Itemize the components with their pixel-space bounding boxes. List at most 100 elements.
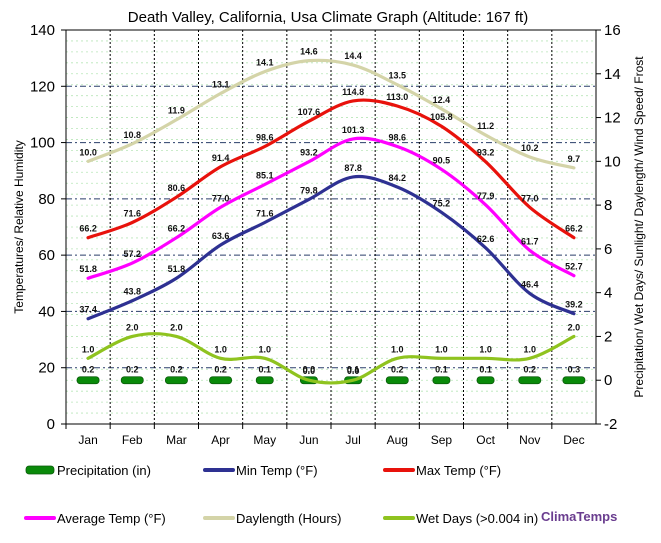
data-label: 84.2 — [388, 173, 406, 183]
legend-label: Max Temp (°F) — [416, 463, 501, 478]
series-lines — [86, 58, 576, 385]
month-label: Oct — [476, 433, 495, 447]
month-label: Dec — [563, 433, 584, 447]
precip-label: 0.2 — [82, 365, 95, 375]
left-tick-label: 60 — [38, 247, 55, 264]
left-axis-label: Temperatures/ Relative Humidity — [12, 140, 26, 313]
data-label: 98.6 — [388, 133, 406, 143]
data-label: 0.0 — [303, 366, 316, 376]
right-tick-label: 6 — [604, 241, 612, 258]
data-label: 77.0 — [212, 193, 230, 203]
left-tick-label: 0 — [47, 416, 55, 433]
month-label: Jun — [299, 433, 318, 447]
x-axis-ticks: Jan Feb Mar Apr May Jun Jul Aug Sep Oct Nov Dec — [65, 424, 585, 447]
legend-label: Average Temp (°F) — [57, 511, 166, 526]
right-tick-label: 8 — [604, 197, 612, 214]
data-label: 93.2 — [300, 148, 318, 158]
data-label: 107.6 — [298, 107, 321, 117]
data-label: 66.2 — [565, 224, 583, 234]
data-label: 39.2 — [565, 300, 583, 310]
precip-bar — [385, 376, 409, 385]
data-label: 1.0 — [523, 344, 536, 354]
data-label: 114.8 — [342, 87, 364, 97]
series-line-max — [86, 98, 576, 240]
series-line-min — [86, 174, 576, 321]
data-label: 11.2 — [477, 121, 494, 131]
right-tick-label: 16 — [604, 22, 621, 39]
data-label: 11.9 — [168, 106, 185, 116]
legend-swatch — [25, 465, 55, 475]
data-label: 1.0 — [214, 344, 227, 354]
data-label: 105.8 — [430, 112, 453, 122]
right-tick-label: 14 — [604, 66, 621, 83]
data-label: 14.4 — [344, 51, 362, 61]
data-label: 79.8 — [300, 185, 318, 195]
data-label: 14.1 — [256, 58, 274, 68]
precipitation-bars — [76, 376, 586, 385]
legend-label: Min Temp (°F) — [236, 463, 318, 478]
month-label: Aug — [387, 433, 408, 447]
data-label: 13.5 — [388, 71, 406, 81]
precip-bar — [165, 376, 188, 385]
climatemps-watermark: ClimaTemps — [541, 509, 617, 524]
left-tick-label: 20 — [38, 360, 55, 377]
precip-label: 0.2 — [523, 365, 536, 375]
data-label: 2.0 — [568, 322, 581, 332]
data-label: 101.3 — [342, 125, 365, 135]
data-label: 62.6 — [477, 234, 495, 244]
data-labels: 10.0 10.8 11.9 13.1 14.1 14.6 14.4 13.5 12.4 11.2… — [79, 47, 582, 377]
data-label: 63.6 — [212, 231, 230, 241]
left-tick-label: 40 — [38, 303, 55, 320]
month-label: Sep — [431, 433, 453, 447]
precip-label: 0.3 — [568, 365, 581, 375]
data-label: 71.6 — [123, 208, 141, 218]
month-label: Mar — [166, 433, 187, 447]
data-label: 77.0 — [521, 193, 539, 203]
data-label: 113.0 — [386, 92, 408, 102]
precip-bar — [432, 376, 451, 385]
right-axis-ticks: -2 0 2 4 6 8 10 12 14 16 — [596, 22, 621, 433]
precip-label: 0.2 — [126, 365, 139, 375]
data-label: 61.7 — [521, 236, 539, 246]
precip-bar — [518, 376, 542, 385]
precip-label: 0.1 — [347, 365, 360, 375]
left-tick-label: 120 — [30, 78, 55, 95]
data-label: 10.2 — [521, 143, 539, 153]
series-line-average — [86, 136, 576, 280]
month-label: Apr — [211, 433, 230, 447]
data-label: 10.0 — [79, 147, 97, 157]
right-tick-label: 0 — [604, 372, 612, 389]
legend-label: Wet Days (>0.004 in) — [416, 511, 538, 526]
data-label: 1.0 — [391, 344, 404, 354]
data-label: 37.4 — [79, 305, 97, 315]
legend-label: Precipitation (in) — [57, 463, 151, 478]
data-label: 52.7 — [565, 262, 583, 272]
month-label: Jul — [345, 433, 360, 447]
precip-bar — [562, 376, 586, 385]
data-label: 66.2 — [79, 224, 97, 234]
left-tick-label: 80 — [38, 191, 55, 208]
data-label: 57.2 — [123, 249, 141, 259]
data-label: 1.0 — [82, 344, 95, 354]
right-tick-label: -2 — [604, 416, 617, 433]
precip-bar — [476, 376, 495, 385]
precip-label: 0.2 — [214, 365, 227, 375]
data-label: 12.4 — [433, 95, 451, 105]
data-label: 91.4 — [212, 153, 230, 163]
data-label: 13.1 — [212, 79, 230, 89]
precip-bar — [255, 376, 274, 385]
left-tick-label: 100 — [30, 135, 55, 152]
right-tick-label: 12 — [604, 110, 621, 127]
data-label: 93.2 — [477, 148, 495, 158]
series-line-daylength — [86, 58, 576, 170]
month-label: Jan — [78, 433, 97, 447]
right-axis-label: Precipitation/ Wet Days/ Sunlight/ Dayle… — [632, 56, 646, 398]
month-label: Feb — [122, 433, 143, 447]
chart-title: Death Valley, California, Usa Climate Gr… — [128, 9, 528, 26]
data-label: 77.9 — [477, 191, 495, 201]
data-label: 51.8 — [79, 264, 97, 274]
data-label: 9.7 — [568, 154, 581, 164]
precip-label: 0.1 — [258, 365, 271, 375]
data-label: 66.2 — [168, 224, 186, 234]
